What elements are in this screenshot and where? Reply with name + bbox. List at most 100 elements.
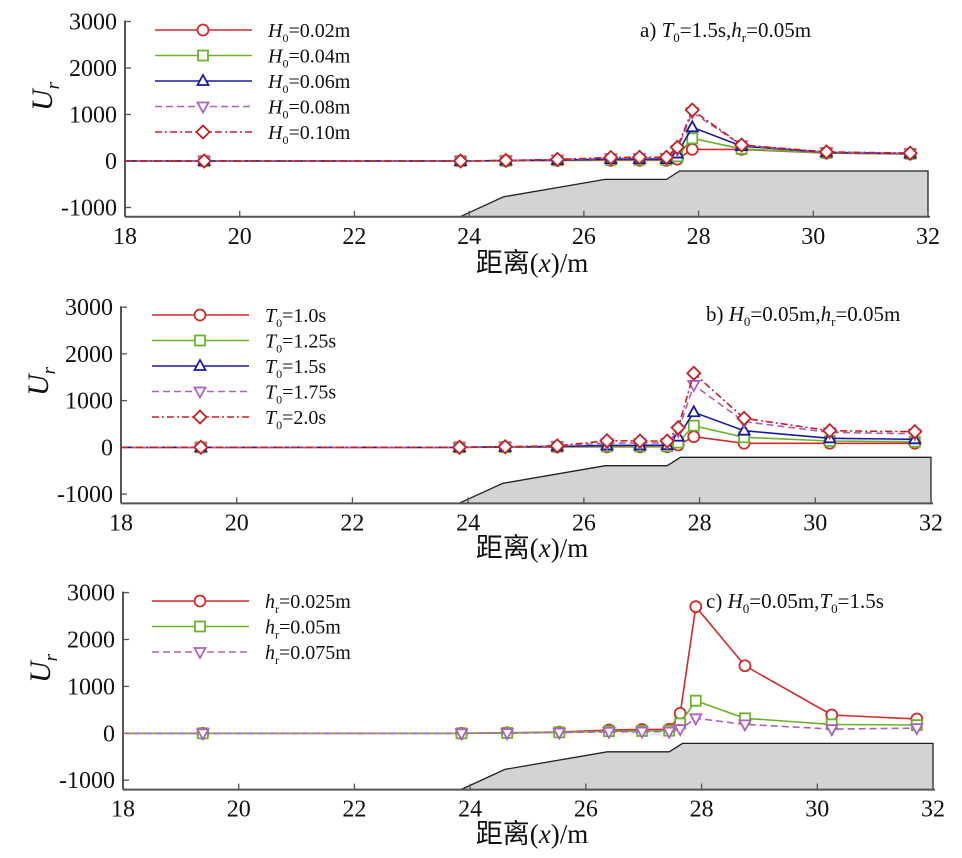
data-point (195, 728, 210, 742)
series-c-0 (123, 600, 924, 740)
legend-item: hr=0.075m (152, 642, 351, 667)
x-tick-label: 24 (457, 224, 481, 250)
x-tick-label: 20 (228, 224, 252, 250)
legend-item: T0=1.75s (152, 382, 336, 407)
panel-annotation: b) H0=0.05m,hr=0.05m (706, 302, 900, 329)
y-tick-label: 1000 (65, 389, 113, 415)
series-a-2 (125, 119, 918, 166)
data-point (670, 419, 686, 436)
series-line (202, 699, 917, 735)
legend-marker (195, 73, 211, 86)
data-point (631, 149, 648, 166)
series-a-4 (125, 102, 918, 169)
data-point (909, 723, 924, 737)
y-tick-label: 3000 (69, 10, 117, 36)
y-tick-label: 2000 (69, 56, 117, 82)
legend-marker (197, 49, 209, 62)
y-axis-title: Ur (22, 366, 60, 396)
y-tick-label: 0 (105, 149, 117, 175)
legend-label: hr=0.025m (265, 591, 351, 616)
data-point (824, 724, 839, 737)
x-tick-label: 18 (113, 224, 137, 250)
y-tick-label: 0 (103, 721, 115, 747)
data-point (498, 152, 514, 169)
legend-label: T0=1.5s (265, 356, 326, 381)
data-point (659, 433, 675, 449)
x-tick-label: 26 (572, 510, 596, 536)
data-point (601, 726, 617, 740)
legend-marker (192, 358, 208, 371)
legend-label: hr=0.075m (265, 642, 351, 667)
data-point (687, 430, 701, 444)
x-tick-label: 22 (340, 510, 364, 536)
panel-annotation: c) H0=0.05m,T0=1.5s (706, 589, 884, 616)
x-tick-label: 26 (574, 797, 598, 823)
legend-label: T0=1.0s (265, 305, 326, 330)
data-point (603, 149, 619, 166)
x-axis-title: 距离(x)/m (476, 533, 588, 563)
data-point (737, 719, 752, 733)
series-line (202, 717, 917, 735)
bathymetry-profile (458, 456, 932, 504)
data-point (685, 119, 700, 133)
series-c-2 (123, 713, 924, 742)
data-point (500, 728, 515, 741)
x-tick-label: 28 (687, 224, 711, 250)
legend-item: T0=1.0s (152, 305, 326, 330)
data-point (687, 419, 700, 432)
panel-b: -1000 0 1000 2000 3000 18 20 22 24 26 28 30 32 距离(x)/… (22, 295, 943, 563)
x-tick-label: 20 (227, 797, 251, 823)
data-point (196, 153, 212, 169)
data-point (634, 726, 650, 740)
data-point (688, 713, 703, 727)
series-line (200, 383, 915, 449)
x-tick-label: 24 (456, 510, 480, 536)
x-axis-title: 距离(x)/m (476, 819, 588, 849)
data-point (549, 151, 566, 168)
data-point (686, 404, 701, 418)
legend-item: T0=1.25s (152, 331, 336, 356)
data-point (599, 432, 615, 449)
data-point (907, 423, 923, 440)
y-tick-label: 1000 (67, 674, 115, 700)
legend-item: H0=0.08m (155, 97, 351, 122)
data-point (552, 727, 567, 741)
series-a-3 (125, 107, 918, 169)
x-tick-label: 32 (919, 510, 943, 536)
legend-marker (193, 308, 207, 322)
data-point (452, 153, 469, 169)
series-b-4 (121, 365, 923, 456)
legend-item: H0=0.10m (155, 122, 351, 147)
data-point (454, 728, 469, 742)
x-tick-label: 18 (109, 510, 133, 536)
bathymetry-profile (459, 170, 929, 218)
x-tick-label: 20 (225, 510, 249, 536)
x-tick-label: 28 (688, 510, 712, 536)
data-point (685, 142, 699, 156)
legend-marker (196, 23, 210, 37)
legend-item: H0=0.04m (155, 46, 351, 71)
y-tick-label: -1000 (57, 482, 113, 508)
legend-marker (193, 594, 207, 608)
panel-a: -1000 0 1000 2000 3000 18 20 22 24 26 28 30 32 距离(x)/… (26, 10, 940, 279)
data-point (733, 137, 750, 153)
legend-label: T0=1.75s (265, 382, 336, 407)
legend-marker (192, 386, 208, 400)
data-point (193, 439, 209, 456)
legend-item: H0=0.06m (155, 71, 351, 96)
legend-item: H0=0.02m (155, 20, 351, 45)
legend-label: H0=0.10m (267, 122, 351, 147)
x-tick-label: 26 (572, 224, 596, 250)
data-point (673, 724, 688, 737)
x-tick-label: 24 (458, 797, 482, 823)
legend-marker (192, 647, 208, 660)
legend-label: T0=2.0s (265, 407, 326, 432)
legend-marker (195, 124, 211, 140)
data-point (632, 433, 648, 449)
legend-label: H0=0.06m (267, 71, 351, 96)
y-tick-label: 2000 (65, 342, 113, 368)
legend-label: T0=1.25s (265, 331, 336, 356)
